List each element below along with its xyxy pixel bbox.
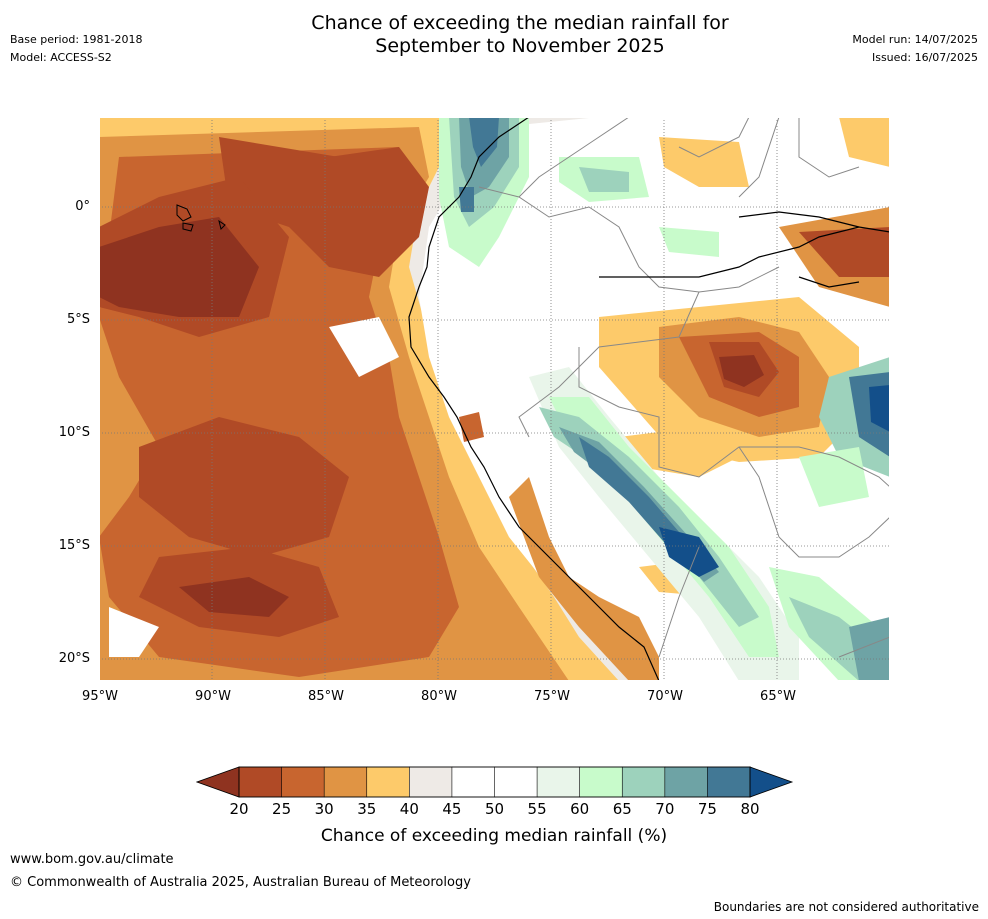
colorbar-low-arrow [196,766,240,798]
y-tick-0: 0° [75,199,90,214]
north-wet-patch [439,117,719,267]
colorbar-swatch [238,766,283,798]
y-tick-15s: 15°S [58,538,90,553]
colorbar-swatch [707,766,751,798]
colorbar-swatches [238,766,751,798]
galapagos-islands [176,204,226,232]
ocean-dry-region [99,117,619,681]
country-borders [478,117,890,658]
amazon-dry-region [599,117,890,597]
andes-wet-band [529,367,890,681]
colorbar-high-arrow [749,766,794,798]
east-wet-patch [799,357,890,681]
bom-url-link[interactable]: www.bom.gov.au/climate [10,852,174,867]
x-tick-95w: 95°W [82,689,118,704]
colorbar-swatch [494,766,538,798]
colorbar-tick-label: 70 [655,800,675,818]
colorbar-tick-label: 75 [697,800,717,818]
colorbar-swatch [366,766,411,798]
colorbar-tick-label: 25 [272,800,292,818]
colorbar-swatch [451,766,496,798]
title-line-2: September to November 2025 [375,35,665,57]
colorbar-swatch [536,766,581,798]
colorbar-tick-label: 45 [442,800,462,818]
y-tick-20s: 20°S [58,651,90,666]
coastlines [408,117,890,681]
colorbar-swatch [281,766,325,798]
colorbar-tick-label: 80 [740,800,760,818]
y-tick-10s: 10°S [58,425,90,440]
colorbar-swatch [409,766,453,798]
colorbar-tick-label: 55 [527,800,547,818]
colorbar-tick-label: 60 [570,800,590,818]
colorbar-tick-label: 40 [399,800,419,818]
rainfall-probability-map [99,117,890,681]
colorbar-tick-label: 35 [357,800,377,818]
colorbar-frame [238,766,751,798]
x-tick-85w: 85°W [308,689,344,704]
graticule [99,117,890,681]
y-tick-5s: 5°S [66,312,90,327]
x-tick-65w: 65°W [760,689,796,704]
boundaries-disclaimer: Boundaries are not considered authoritat… [713,900,979,914]
issued-text: Issued: 16/07/2025 [871,51,978,64]
x-tick-70w: 70°W [647,689,683,704]
colorbar-tick-label: 30 [314,800,334,818]
colorbar-tick-label: 50 [484,800,505,818]
model-text: Model: ACCESS-S2 [10,51,112,64]
x-tick-75w: 75°W [534,689,570,704]
colorbar-label: Chance of exceeding median rainfall (%) [320,826,668,846]
map-title: Chance of exceeding the median rainfall … [0,12,988,58]
x-tick-80w: 80°W [421,689,457,704]
colorbar-tick-label: 20 [229,800,249,818]
colorbar-swatch [323,766,368,798]
colorbar [196,766,794,798]
title-line-1: Chance of exceeding the median rainfall … [311,12,729,34]
colorbar-swatch [664,766,709,798]
copyright-text: © Commonwealth of Australia 2025, Austra… [10,875,471,890]
colorbar-tick-label: 65 [612,800,632,818]
colorbar-swatch [621,766,666,798]
model-run-text: Model run: 14/07/2025 [852,33,978,46]
base-period-text: Base period: 1981-2018 [10,33,143,46]
colorbar-swatch [579,766,624,798]
map-frame [99,117,890,681]
x-tick-90w: 90°W [195,689,231,704]
